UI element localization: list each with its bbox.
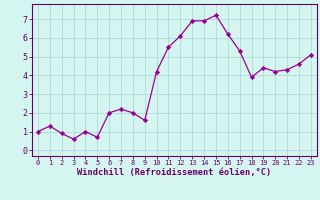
X-axis label: Windchill (Refroidissement éolien,°C): Windchill (Refroidissement éolien,°C) — [77, 168, 272, 177]
